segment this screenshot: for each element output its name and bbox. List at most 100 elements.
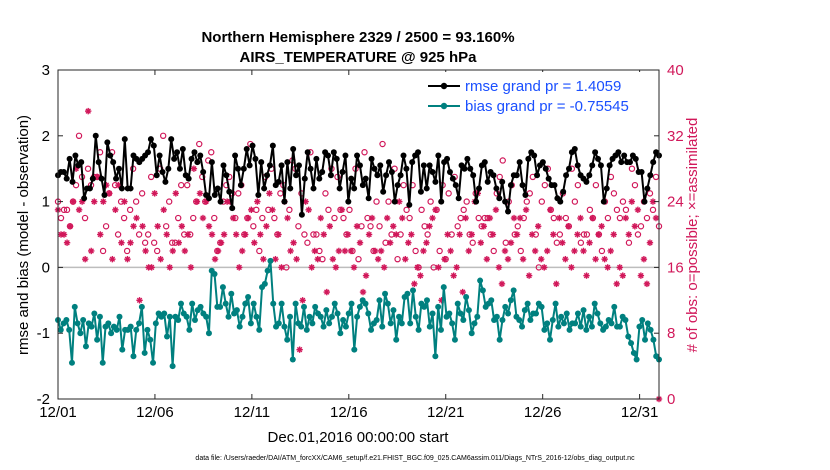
obs-possible-marker (271, 214, 278, 222)
obs-assimilated-marker (574, 231, 581, 238)
obs-assimilated-marker (335, 247, 343, 255)
obs-assimilated-marker (232, 231, 240, 238)
obs-assimilated-marker (136, 297, 143, 304)
obs-possible-marker (120, 214, 128, 222)
bias-data-point (189, 300, 196, 307)
obs-possible-marker (385, 198, 392, 205)
obs-possible-marker (592, 181, 600, 189)
bias-data-point (644, 320, 651, 327)
obs-assimilated-marker (426, 223, 433, 230)
obs-assimilated-marker (420, 247, 427, 255)
obs-assimilated-marker (254, 198, 261, 205)
obs-assimilated-marker (571, 247, 578, 255)
rmse-data-point (388, 168, 395, 175)
obs-possible-marker (147, 173, 155, 181)
bias-data-point (396, 313, 403, 320)
obs-possible-marker (325, 206, 332, 214)
obs-assimilated-marker (148, 264, 155, 271)
rmse-data-point (586, 172, 593, 179)
obs-possible-marker (424, 231, 431, 238)
obs-possible-marker (496, 173, 503, 181)
rmse-data-point (423, 185, 430, 192)
rmse-data-point (266, 162, 273, 169)
obs-assimilated-marker (613, 280, 620, 288)
obs-assimilated-marker (498, 280, 506, 288)
obs-assimilated-marker (586, 239, 593, 246)
bias-data-point (519, 323, 526, 330)
bias-data-point (264, 267, 271, 274)
legend: rmse grand pr = 1.4059 bias grand pr = -… (420, 72, 654, 120)
bias-data-point (630, 349, 637, 356)
obs-assimilated-marker (510, 214, 518, 222)
bias-data-point (326, 320, 333, 327)
rmse-data-point (638, 168, 645, 175)
bias-data-point (437, 326, 444, 333)
bias-data-point (421, 303, 428, 310)
rmse-data-point (473, 198, 480, 205)
obs-assimilated-marker (525, 272, 533, 279)
obs-assimilated-marker (393, 231, 400, 238)
obs-assimilated-marker (547, 206, 554, 214)
rmse-data-point (365, 195, 372, 202)
bias-data-point (423, 297, 430, 304)
obs-assimilated-marker (402, 255, 409, 263)
rmse-data-point (470, 172, 477, 179)
rmse-data-point (583, 178, 590, 185)
obs-assimilated-marker (217, 239, 225, 246)
bias-data-point (287, 313, 294, 320)
obs-possible-marker (523, 198, 530, 205)
rmse-data-point (589, 162, 596, 169)
obs-possible-marker (168, 239, 176, 246)
obs-assimilated-marker (562, 255, 569, 263)
rmse-data-point (563, 172, 570, 179)
rmse-data-point (191, 149, 198, 156)
obs-assimilated-marker (444, 231, 451, 238)
bias-data-point (407, 320, 414, 327)
bias-data-point (611, 303, 618, 310)
obs-assimilated-marker (616, 264, 623, 271)
obs-assimilated-marker (429, 214, 436, 222)
rmse-data-point (505, 208, 512, 215)
rmse-data-point (650, 159, 657, 166)
obs-possible-marker (646, 190, 654, 197)
bias-data-point (66, 326, 73, 333)
bias-data-point (71, 303, 78, 310)
bias-data-point (616, 323, 623, 330)
obs-assimilated-marker (634, 206, 642, 214)
obs-assimilated-marker (565, 223, 572, 230)
obs-possible-marker (114, 231, 122, 238)
bias-data-point (298, 323, 305, 330)
bias-data-point (94, 336, 101, 343)
rmse-data-point (339, 168, 346, 175)
rmse-data-point (261, 185, 268, 192)
obs-assimilated-marker (519, 255, 527, 263)
obs-assimilated-marker (181, 247, 189, 255)
obs-possible-marker (463, 198, 470, 205)
y-tick-label: -2 (37, 391, 50, 408)
rmse-data-point (618, 159, 625, 166)
rmse-data-point (145, 149, 152, 156)
bias-data-point (68, 359, 75, 366)
obs-assimilated-marker (380, 264, 388, 271)
obs-possible-marker (313, 231, 320, 238)
rmse-data-point (621, 152, 628, 159)
bias-data-point (493, 313, 500, 320)
rmse-data-point (481, 159, 488, 166)
obs-assimilated-marker (604, 264, 611, 271)
rmse-data-point (394, 182, 401, 189)
obs-possible-marker (138, 190, 146, 197)
rmse-data-point (351, 185, 358, 192)
rmse-data-point (475, 185, 482, 192)
obs-assimilated-marker (299, 297, 306, 304)
bias-data-point (560, 320, 567, 327)
rmse-data-point (354, 152, 361, 159)
y-tick-label: 2 (42, 128, 50, 145)
obs-assimilated-marker (112, 206, 119, 214)
obs-assimilated-marker (81, 255, 89, 263)
obs-assimilated-marker (338, 206, 346, 214)
bias-data-point (141, 349, 148, 356)
bias-data-point (340, 317, 347, 324)
bias-data-point (309, 320, 316, 327)
rmse-data-point (452, 182, 459, 189)
rmse-data-point (525, 155, 532, 162)
